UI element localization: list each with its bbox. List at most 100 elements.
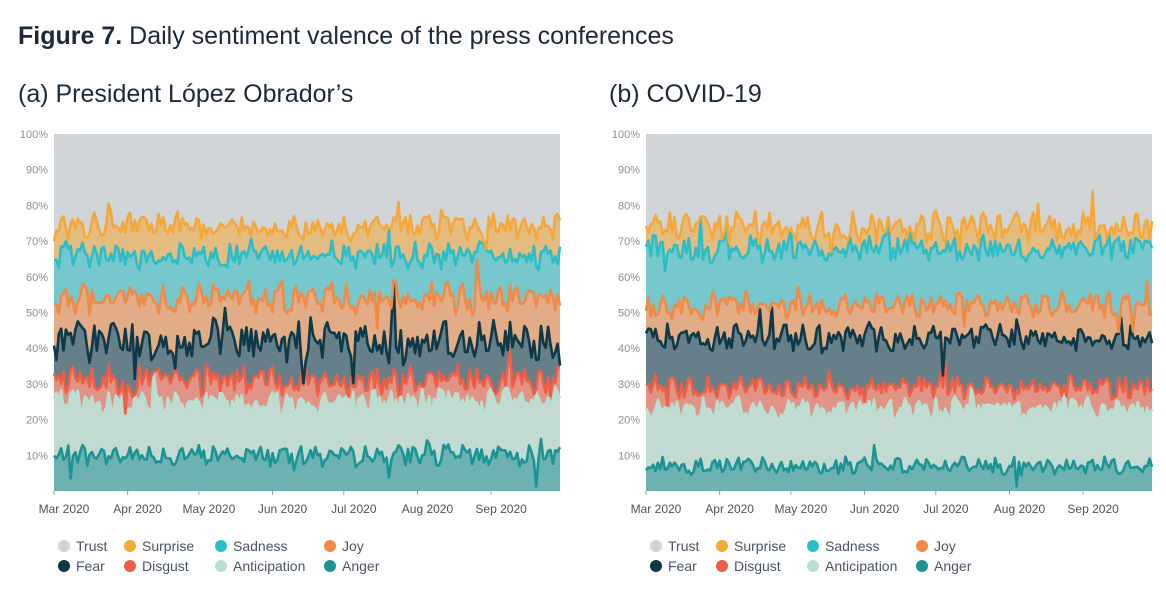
legend-swatch [124, 560, 136, 572]
x-tick-label: Jun 2020 [258, 502, 308, 516]
legend-item-anticipation: Anticipation [215, 558, 305, 574]
x-tick-label: Jun 2020 [850, 502, 900, 516]
y-tick-label: 60% [26, 272, 48, 284]
x-tick-label: Mar 2020 [631, 502, 682, 516]
legend-label: Trust [668, 538, 700, 554]
panel-a-title: (a) President López Obrador’s [18, 80, 354, 108]
x-tick-label: Jul 2020 [923, 502, 969, 516]
y-tick-label: 100% [612, 129, 640, 141]
line-disgust [52, 348, 561, 415]
legend-label: Disgust [734, 558, 781, 574]
x-tick-label: Aug 2020 [402, 502, 454, 516]
legend-label: Joy [342, 538, 364, 554]
line-anger [53, 437, 562, 488]
legend-swatch [215, 560, 227, 572]
area-sadness [646, 218, 1152, 332]
area-anger [646, 445, 1152, 491]
line-joy [644, 280, 1153, 334]
line-surprise [52, 200, 562, 251]
legend-swatch [807, 540, 819, 552]
figure-label: Figure 7. [18, 22, 123, 50]
legend-item-sadness: Sadness [215, 538, 287, 554]
y-tick-label: 70% [26, 236, 48, 248]
legend-item-anger: Anger [324, 558, 379, 574]
y-tick-label: 40% [618, 343, 640, 355]
legend-label: Trust [76, 538, 108, 554]
legend-item-sadness: Sadness [807, 538, 879, 554]
y-tick-label: 20% [618, 415, 640, 427]
x-tick-label: Sep 2020 [1067, 502, 1119, 516]
x-tick-label: May 2020 [775, 502, 828, 516]
legend-label: Surprise [734, 538, 787, 554]
legend-swatch [324, 560, 336, 572]
y-tick-label: 90% [618, 165, 640, 177]
line-sadness [53, 228, 562, 272]
legend-label: Sadness [233, 538, 288, 554]
legend-label: Anger [934, 558, 972, 574]
line-anger [645, 443, 1154, 488]
legend-item-trust: Trust [58, 538, 107, 554]
legend-swatch [650, 540, 662, 552]
y-tick-label: 80% [618, 200, 640, 212]
legend-item-joy: Joy [324, 538, 364, 554]
y-tick-label: 90% [26, 165, 48, 177]
x-tick-label: Mar 2020 [39, 502, 90, 516]
legend-item-surprise: Surprise [716, 538, 786, 554]
area-anticipation [646, 387, 1152, 487]
figure-title: Figure 7. Daily sentiment valence of the… [18, 22, 674, 51]
y-tick-label: 70% [618, 236, 640, 248]
y-tick-label: 30% [26, 379, 48, 391]
legend-label: Anticipation [825, 558, 898, 574]
line-joy [53, 258, 562, 330]
area-anticipation [54, 373, 560, 487]
legend-item-joy: Joy [916, 538, 956, 554]
legend-swatch [58, 560, 70, 572]
legend-swatch [324, 540, 336, 552]
legend-label: Anger [342, 558, 380, 574]
y-tick-label: 20% [26, 415, 48, 427]
legend-item-fear: Fear [58, 558, 105, 574]
y-tick-label: 10% [618, 450, 640, 462]
line-anticipation [644, 386, 1154, 429]
panel-b-title: (b) COVID-19 [609, 80, 762, 108]
legend-label: Anticipation [233, 558, 306, 574]
x-tick-label: May 2020 [183, 502, 236, 516]
x-tick-label: Apr 2020 [705, 502, 754, 516]
legend-label: Sadness [825, 538, 880, 554]
area-disgust [646, 361, 1152, 428]
legend-label: Disgust [142, 558, 189, 574]
legend-swatch [916, 560, 928, 572]
chart-a: 10% 20% 30% 40% 50% 60% 70% 80% 90% 100% Mar 2020 A… [20, 129, 562, 516]
line-sadness [644, 217, 1154, 273]
legend-swatch [58, 540, 70, 552]
legend-swatch [124, 540, 136, 552]
area-disgust [54, 350, 560, 424]
legend-swatch [215, 540, 227, 552]
y-tick-label: 50% [618, 308, 640, 320]
legend-item-disgust: Disgust [716, 558, 781, 574]
legend-swatch [650, 560, 662, 572]
area-sadness [54, 230, 560, 329]
chart-b: 10% 20% 30% 40% 50% 60% 70% 80% 90% 100% Mar 2020 A… [612, 129, 1154, 516]
legend-item-surprise: Surprise [124, 538, 194, 554]
line-disgust [645, 360, 1153, 407]
area-fear [54, 281, 560, 414]
legend-swatch [807, 560, 819, 572]
legend-swatch [716, 540, 728, 552]
legend-label: Joy [934, 538, 956, 554]
y-tick-label: 50% [26, 308, 48, 320]
y-tick-label: 30% [618, 379, 640, 391]
figure-title-text: Daily sentiment valence of the press con… [129, 22, 674, 50]
line-surprise [644, 189, 1154, 254]
legend-label: Fear [76, 558, 105, 574]
line-fear [52, 280, 562, 385]
line-anticipation [52, 372, 562, 425]
legend-label: Fear [668, 558, 697, 574]
x-tick-label: Sep 2020 [475, 502, 527, 516]
y-tick-label: 80% [26, 200, 48, 212]
legend-item-disgust: Disgust [124, 558, 189, 574]
y-tick-label: 100% [20, 129, 48, 141]
x-tick-label: Apr 2020 [113, 502, 162, 516]
y-tick-label: 10% [26, 450, 48, 462]
legend-item-anticipation: Anticipation [807, 558, 897, 574]
